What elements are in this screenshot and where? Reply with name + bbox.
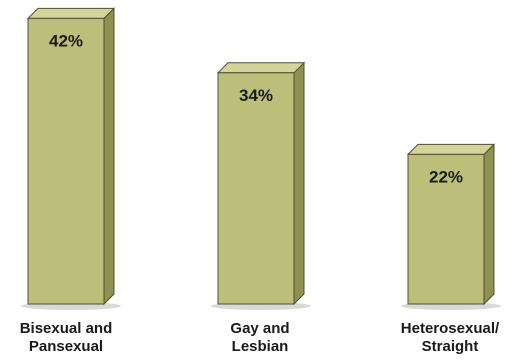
bar	[407, 153, 485, 305]
category-label: Lesbian	[232, 338, 289, 355]
bar-top	[406, 143, 496, 155]
bar-top	[216, 62, 306, 74]
category-label: Pansexual	[29, 338, 103, 355]
bar	[217, 72, 295, 305]
bar-value-label: 34%	[239, 86, 273, 105]
bar-side	[483, 143, 495, 306]
bar-side	[293, 61, 305, 306]
bar-value-label: 42%	[49, 31, 83, 50]
bar-side	[103, 7, 115, 306]
category-label: Gay and	[230, 320, 289, 337]
category-label: Bisexual and	[20, 320, 113, 337]
category-label: Straight	[422, 338, 479, 355]
bar	[27, 17, 105, 305]
bar-value-label: 22%	[429, 167, 463, 186]
category-label: Heterosexual/	[401, 320, 500, 337]
bar-top	[26, 7, 116, 19]
